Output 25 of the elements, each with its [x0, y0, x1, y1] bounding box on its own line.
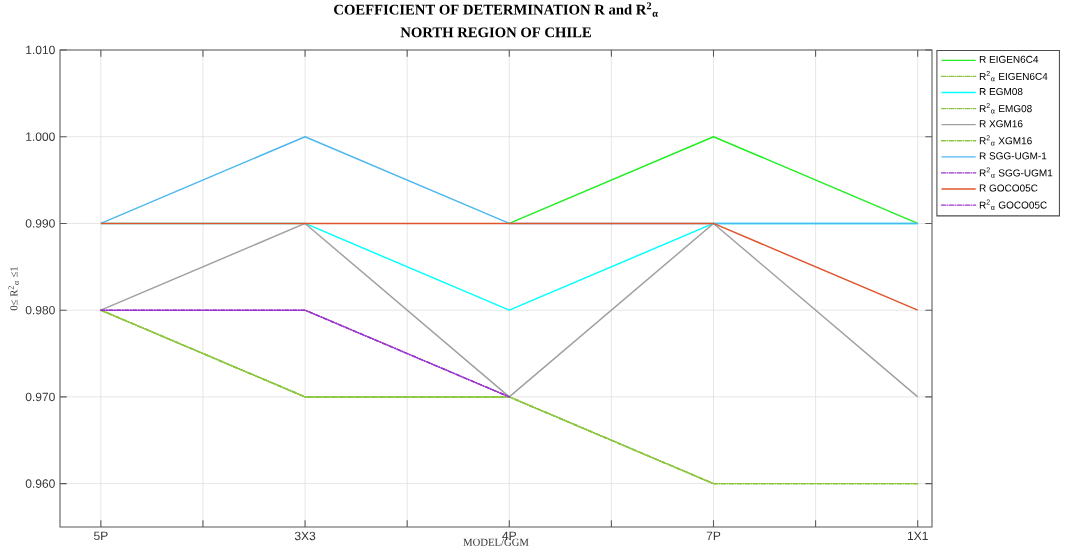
y-tick-label: 1.010	[26, 45, 55, 55]
y-axis-title: 0≤ R$^{2}$$_{α}$ ≤1	[8, 266, 19, 311]
legend-label: R$^{2}$$_{α}$ GOCO05C	[979, 199, 1047, 210]
y-tick-label: 0.960	[25, 479, 55, 488]
x-tick-label: 1X1	[907, 531, 928, 540]
legend-label: R EGM08	[979, 88, 1023, 96]
legend-label: R SGG-UGM-1	[979, 152, 1047, 160]
y-tick-label: 0.990	[25, 219, 55, 228]
legend-label: R$^{2}$$_{α}$ EIGEN6C4	[979, 70, 1048, 82]
chart-title: COEFFICIENT OF DETERMINATION R and R$^{2}$α	[334, 2, 658, 17]
x-axis-title: MODEL/GGM	[463, 538, 529, 546]
chart-subtitle: NORTH REGION OF CHILE	[400, 27, 591, 38]
legend-label: R$^{2}$$_{α}$ SGG-UGM1	[979, 167, 1053, 178]
legend-label: R$^{2}$$_{α}$ EMG08	[979, 103, 1032, 114]
legend-label: R EIGEN6C4	[979, 55, 1039, 63]
legend-label: R GOCO05C	[979, 184, 1038, 192]
y-tick-label: 0.980	[25, 305, 55, 315]
y-tick-label: 1.000	[26, 132, 55, 141]
x-tick-label: 4P	[502, 531, 516, 540]
legend-label: R XGM16	[979, 120, 1023, 128]
legend-label: R$^{2}$$_{α}$ XGM16	[979, 135, 1032, 146]
x-tick-label: 7P	[706, 531, 721, 540]
y-tick-label: 0.970	[25, 392, 55, 402]
x-tick-label: 3X3	[294, 531, 316, 541]
x-tick-label: 5P	[94, 531, 108, 541]
